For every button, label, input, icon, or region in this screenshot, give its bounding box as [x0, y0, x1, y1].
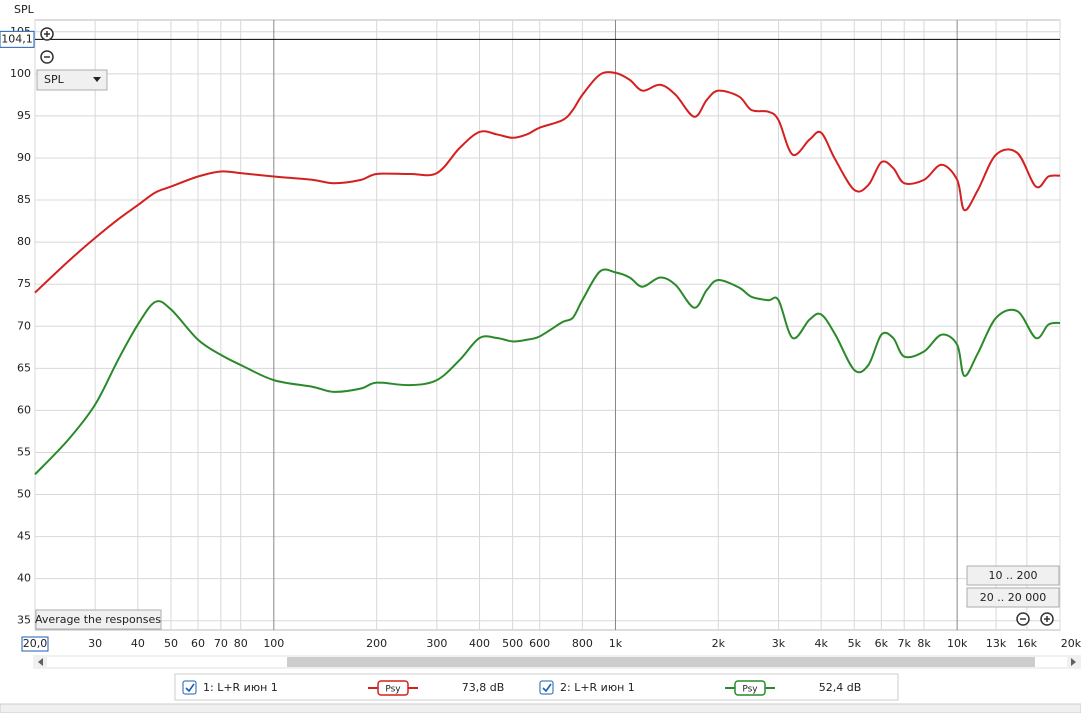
status-bar — [0, 703, 1081, 713]
y-tick-label: 85 — [17, 193, 31, 206]
x-tick-label: 40 — [131, 637, 145, 650]
y-tick-label: 40 — [17, 572, 31, 585]
plot-area — [34, 19, 1061, 631]
response-line — [34, 268, 1061, 476]
y-tick-label: 65 — [17, 361, 31, 374]
x-tick-label: 16k — [1017, 637, 1038, 650]
scroll-left[interactable] — [38, 658, 43, 666]
y-tick-label: 70 — [17, 319, 31, 332]
x-tick-label: 2k — [712, 637, 726, 650]
y-tick-label: 60 — [17, 403, 31, 416]
range-button-label: 20 .. 20 000 — [980, 591, 1046, 604]
x-tick-label: 80 — [234, 637, 248, 650]
x-tick-label: 600 — [529, 637, 550, 650]
y-tick-label: 45 — [17, 530, 31, 543]
x-tick-label: 500 — [502, 637, 523, 650]
series-name: 2: L+R июн 1 — [560, 681, 635, 694]
dropdown-arrow — [93, 77, 101, 82]
x-tick-label: 50 — [164, 637, 178, 650]
checkmark — [185, 683, 195, 693]
x-tick-label: 200 — [366, 637, 387, 650]
dropdown-label: SPL — [44, 73, 65, 86]
x-tick-label: 20kHz — [1061, 637, 1081, 650]
legend-value: 73,8 dB — [462, 681, 505, 694]
y-tick-label: 80 — [17, 235, 31, 248]
cursor-box — [0, 30, 35, 48]
y-tick-label: 75 — [17, 277, 31, 290]
range-button[interactable] — [966, 565, 1060, 586]
x-tick-label: 10k — [947, 637, 968, 650]
average-button[interactable] — [35, 609, 162, 630]
smoothing-badge[interactable] — [377, 680, 409, 696]
smoothing-badge[interactable] — [734, 680, 766, 696]
scroll-right[interactable] — [1071, 658, 1076, 666]
legend-panel — [174, 673, 899, 701]
y-tick-label: 95 — [17, 109, 31, 122]
range-button-label: 10 .. 200 — [989, 569, 1038, 582]
y-tick-label: 55 — [17, 445, 31, 458]
x-tick-label: 3k — [772, 637, 786, 650]
smoothing-label: Psy — [742, 685, 758, 695]
y-tick-label: 100 — [10, 67, 31, 80]
y-tick-label: 50 — [17, 488, 31, 501]
legend-value: 52,4 dB — [819, 681, 862, 694]
x-tick-label: 400 — [469, 637, 490, 650]
dropdown[interactable] — [36, 69, 108, 91]
checkbox[interactable] — [182, 680, 197, 695]
response-line — [34, 71, 1061, 294]
cursor-label: 104,1 — [1, 32, 33, 45]
x-cursor-box — [21, 636, 49, 652]
scrollbar-thumb[interactable] — [287, 657, 1035, 667]
x-tick-label: 6k — [875, 637, 889, 650]
x-tick-label: 1k — [609, 637, 623, 650]
x-tick-label: 300 — [426, 637, 447, 650]
x-tick-label: 60 — [191, 637, 205, 650]
x-tick-label: 20,0 — [23, 637, 48, 650]
y-axis-label: SPL — [14, 3, 35, 16]
x-tick-label: 4k — [814, 637, 828, 650]
range-button[interactable] — [966, 587, 1060, 608]
series-name: 1: L+R июн 1 — [203, 681, 278, 694]
x-tick-label: 100 — [263, 637, 284, 650]
x-tick-label: 8k — [917, 637, 931, 650]
y-tick-label: 90 — [17, 151, 31, 164]
checkbox[interactable] — [539, 680, 554, 695]
x-tick-label: 13k — [986, 637, 1007, 650]
x-tick-label: 7k — [898, 637, 912, 650]
average-button-label: Average the responses — [35, 613, 161, 626]
smoothing-label: Psy — [385, 685, 401, 695]
checkmark — [542, 683, 552, 693]
x-tick-label: 70 — [214, 637, 228, 650]
x-tick-label: 30 — [88, 637, 102, 650]
x-tick-label: 800 — [572, 637, 593, 650]
y-tick-label: 35 — [17, 614, 31, 627]
x-tick-label: 5k — [848, 637, 862, 650]
